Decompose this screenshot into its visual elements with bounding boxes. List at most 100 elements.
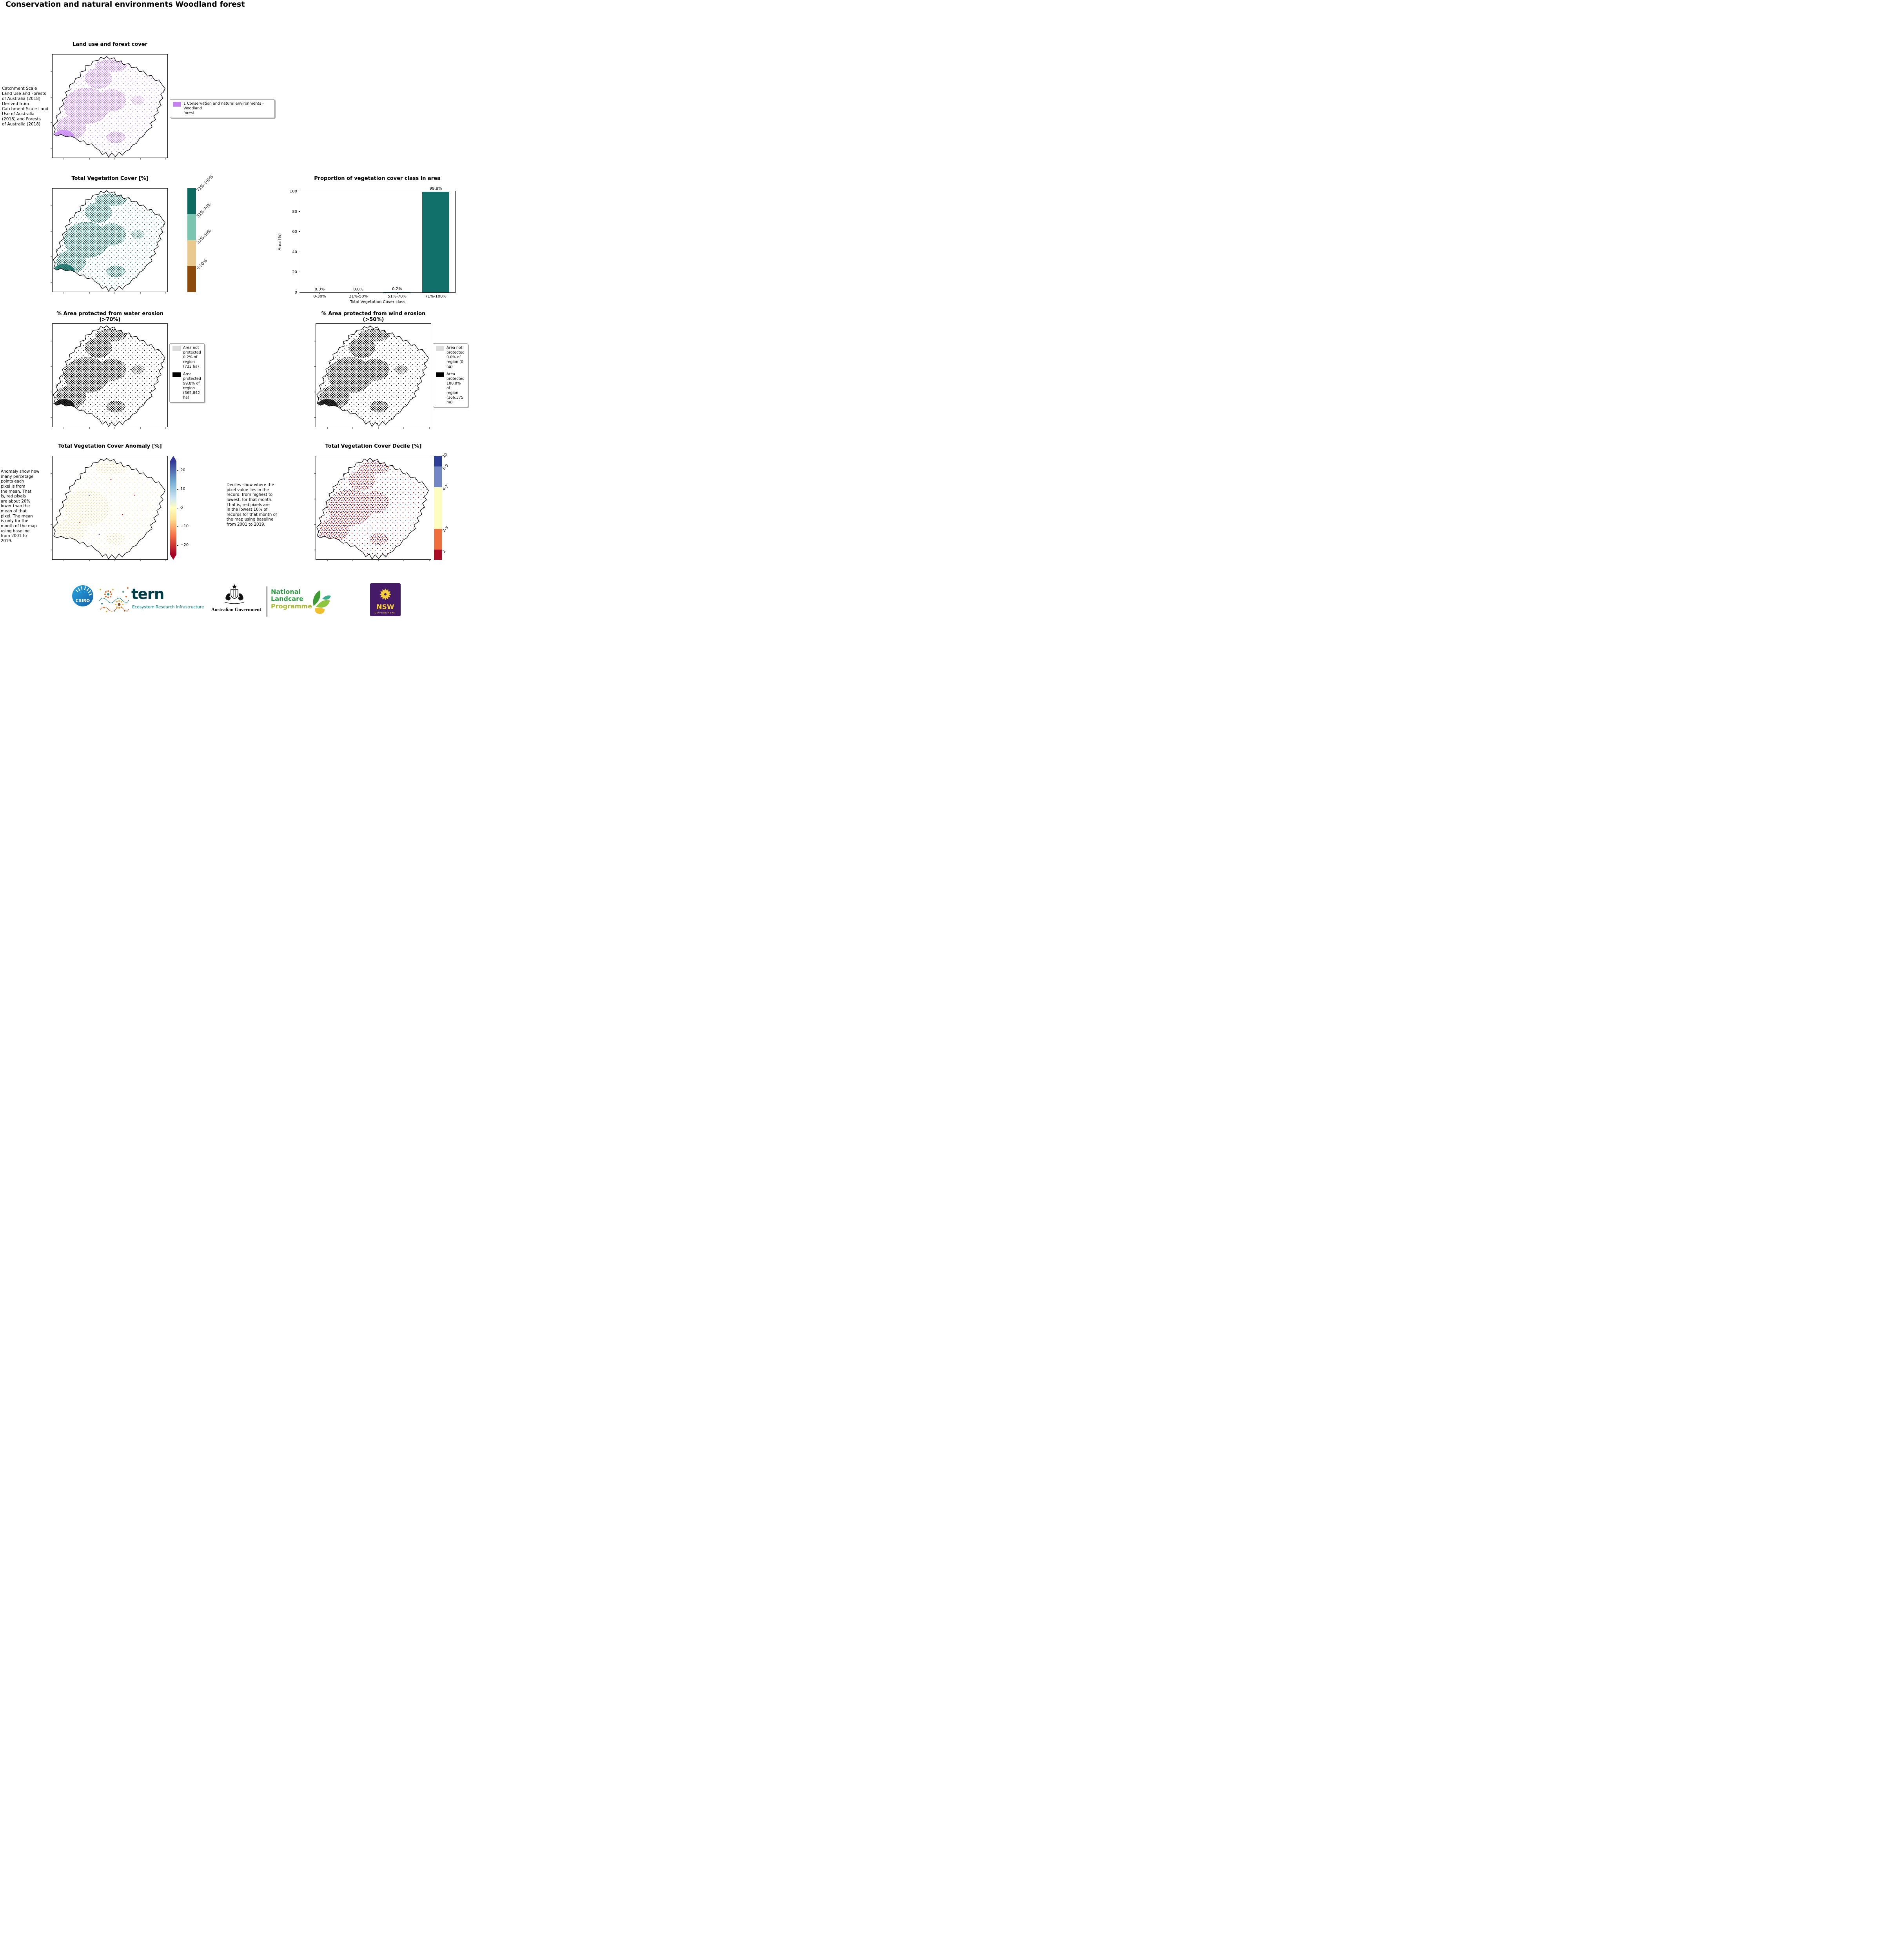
- water-map: [51, 323, 168, 429]
- map-ticks: [314, 473, 430, 561]
- landcare-line2: Landcare: [271, 595, 303, 603]
- x-axis-label: Total Vegetation Cover class: [350, 300, 405, 304]
- water-map-svg: [51, 323, 168, 429]
- x-tickmark: [319, 292, 320, 294]
- bar-slot: 0.0%: [339, 191, 378, 292]
- colorbar-label: 1: [442, 549, 447, 554]
- bar-slot: 0.0%: [300, 191, 339, 292]
- decile-map-svg: [314, 456, 431, 561]
- bar-value-label: 0.0%: [314, 287, 325, 292]
- y-tick: 40: [292, 250, 297, 254]
- csiro-rays: [75, 586, 93, 596]
- landuse-legend: 1 Conservation and natural environments …: [170, 99, 275, 118]
- tern-subtitle: Ecosystem Research Infrastructure: [132, 605, 204, 610]
- colorbar-segment: 0-30%: [187, 259, 208, 292]
- wind-title: % Area protected from wind erosion (>50%…: [321, 311, 426, 323]
- colorbar-segment: 1: [434, 549, 447, 560]
- y-tick: 0: [294, 290, 297, 295]
- report-page: Conservation and natural environments Wo…: [0, 0, 472, 619]
- legend-entry: Area not protected 0.2% of region (733 h…: [172, 346, 201, 369]
- colorbar-label: 10: [442, 452, 448, 459]
- nsw-sub-label: GOVERNMENT: [375, 612, 396, 614]
- chart-title: Proportion of vegetation cover class in …: [314, 176, 441, 181]
- colorbar-tickmark: [177, 526, 178, 527]
- landuse-map: [51, 54, 168, 160]
- colorbar-arrow-up: [170, 456, 176, 461]
- nsw-label: NSW: [376, 603, 394, 611]
- x-tick: 31%-50%: [349, 294, 368, 299]
- tern-logo-text: tern: [131, 586, 164, 603]
- map-ticks: [51, 341, 166, 429]
- colorbar-label: 71%-100%: [196, 174, 214, 193]
- y-tick: 60: [292, 230, 297, 234]
- colorbar-segment: 2-3: [434, 526, 449, 550]
- australian-government-label: Australian Government: [211, 607, 261, 612]
- legend-swatch: [173, 102, 181, 107]
- crest-emu: [238, 593, 243, 601]
- map-ticks: [51, 71, 166, 160]
- crest-kangaroo: [225, 593, 231, 601]
- artwork-wave: [99, 598, 129, 603]
- colorbar-tick: −20: [180, 543, 189, 548]
- legend-swatch: [172, 372, 181, 377]
- nsw-waratah-center: [384, 593, 387, 595]
- legend-swatch: [172, 346, 181, 351]
- anomaly-colorbar: 20 10 0 −10 −20: [170, 456, 189, 560]
- landcare-leaves-logo: [313, 590, 331, 614]
- anomaly-map: [51, 456, 168, 561]
- vegcover-colorbar: 71%-100% 51%-70% 31%-50% 0-30%: [187, 174, 214, 292]
- colorbar-tick: −10: [180, 524, 189, 529]
- colorbar-segment: 31%-50%: [187, 228, 212, 266]
- colorbar-segment: 4-7: [434, 484, 449, 529]
- leaf-teal: [322, 595, 331, 600]
- decile-map: [314, 456, 431, 561]
- x-tick: 0-30%: [313, 294, 326, 299]
- colorbar-segment: 71%-100%: [187, 174, 214, 214]
- legend-entry: Area protected 99.8% of region (365,842 …: [172, 372, 201, 400]
- bar-value-label: 99.8%: [429, 186, 442, 191]
- y-tickmark: [299, 211, 300, 212]
- anomaly-title: Total Vegetation Cover Anomaly [%]: [58, 443, 162, 449]
- map-ticks: [51, 473, 166, 561]
- colorbar-label: 31%-50%: [196, 228, 212, 245]
- australian-coat-of-arms: [224, 584, 245, 604]
- legend-swatch: [436, 346, 444, 351]
- x-tick: 71%-100%: [425, 294, 447, 299]
- colorbar-segment: 10: [434, 452, 448, 466]
- legend-label: Area not protected 0.2% of region (733 h…: [183, 346, 201, 369]
- y-tick: 20: [292, 270, 297, 275]
- csiro-logo: CSIRO: [72, 585, 93, 606]
- colorbar-label: 0-30%: [196, 258, 208, 271]
- landcare-line1: National: [271, 588, 301, 595]
- legend-entry: Area not protected 0.0% of region (0 ha): [436, 346, 465, 369]
- landcare-line3: Programme: [271, 602, 312, 610]
- colorbar-tick: 10: [180, 486, 185, 491]
- colorbar-gradient: [170, 461, 176, 555]
- bar-value-label: 0.0%: [353, 287, 363, 292]
- landuse-map-svg: [51, 54, 168, 160]
- artwork-dots: [100, 587, 129, 612]
- x-tickmark: [358, 292, 359, 294]
- leaf-light-green: [316, 600, 330, 608]
- map-ticks: [314, 341, 430, 429]
- colorbar-label: 2-3: [442, 525, 450, 533]
- vegcover-title: Total Vegetation Cover [%]: [71, 176, 149, 181]
- x-tick: 51%-70%: [387, 294, 407, 299]
- bar-chart-plot: Area (%) 0 20 40 60 80 100 0.0% 0.0%: [278, 187, 456, 304]
- wind-map-svg: [314, 323, 431, 429]
- legend-swatch: [436, 372, 444, 377]
- bar-slot: 99.8%: [416, 187, 455, 292]
- wind-legend: Area not protected 0.0% of region (0 ha)…: [433, 343, 468, 407]
- colorbar-tickmark: [177, 489, 178, 490]
- colorbar-tickmark: [177, 545, 178, 546]
- indigenous-artwork: [99, 587, 129, 612]
- leaf-yellow: [315, 608, 325, 614]
- y-tickmark: [299, 231, 300, 232]
- colorbar-tick: 0: [180, 505, 183, 510]
- water-title: % Area protected from water erosion (>70…: [56, 311, 163, 323]
- colorbar-label: 51%-70%: [196, 202, 212, 219]
- legend-label: Area not protected 0.0% of region (0 ha): [447, 346, 465, 369]
- bar-slot: 0.2%: [378, 191, 417, 292]
- legend-entry: 1 Conservation and natural environments …: [173, 102, 272, 116]
- crest-shield: [231, 589, 238, 599]
